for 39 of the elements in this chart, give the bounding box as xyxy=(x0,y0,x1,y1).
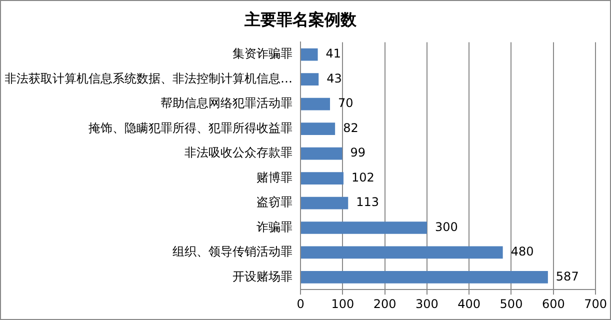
y-tick-label: 盗窃罪 xyxy=(256,195,292,210)
x-tick-label: 700 xyxy=(584,296,607,311)
x-tick-label: 500 xyxy=(500,296,523,311)
data-label: 480 xyxy=(510,244,534,259)
y-tick-label: 诈骗罪 xyxy=(256,220,292,234)
data-label: 43 xyxy=(326,71,342,86)
data-label: 587 xyxy=(556,269,579,284)
x-tick-label: 400 xyxy=(458,296,481,311)
bar xyxy=(301,222,427,234)
bar xyxy=(301,147,342,160)
bar xyxy=(301,122,336,135)
data-label: 102 xyxy=(351,170,374,184)
y-tick-label: 帮助信息网络犯罪活动罪 xyxy=(160,96,292,110)
bar xyxy=(301,196,348,210)
y-tick-label: 开设赌场罪 xyxy=(232,269,292,284)
y-tick-label: 集资诈骗罪 xyxy=(232,46,292,61)
data-label: 41 xyxy=(326,46,342,61)
data-label: 300 xyxy=(434,220,458,234)
y-tick-label: 非法吸收公众存款罪 xyxy=(184,146,292,160)
bar xyxy=(301,271,548,284)
data-label: 82 xyxy=(343,120,358,135)
chart-title: 主要罪名案例数 xyxy=(244,10,358,29)
data-label: 70 xyxy=(338,96,354,110)
bar xyxy=(301,246,503,259)
bar xyxy=(301,73,319,86)
x-tick-label: 300 xyxy=(415,296,438,311)
bar xyxy=(301,48,318,61)
bar xyxy=(301,172,344,184)
x-tick-label: 100 xyxy=(331,296,354,311)
bar xyxy=(301,98,330,110)
data-label: 113 xyxy=(356,195,380,210)
y-tick-label: 赌博罪 xyxy=(256,170,292,184)
y-tick-label: 掩饰、隐瞒犯罪所得、犯罪所得收益罪 xyxy=(88,120,292,135)
x-tick-label: 0 xyxy=(296,296,304,311)
y-tick-label: 非法获取计算机信息系统数据、非法控制计算机信息… xyxy=(4,71,292,86)
x-tick-label: 200 xyxy=(373,296,396,311)
y-tick-label: 组织、领导传销活动罪 xyxy=(172,244,292,259)
x-tick-label: 600 xyxy=(542,296,565,311)
data-label: 99 xyxy=(350,146,366,160)
